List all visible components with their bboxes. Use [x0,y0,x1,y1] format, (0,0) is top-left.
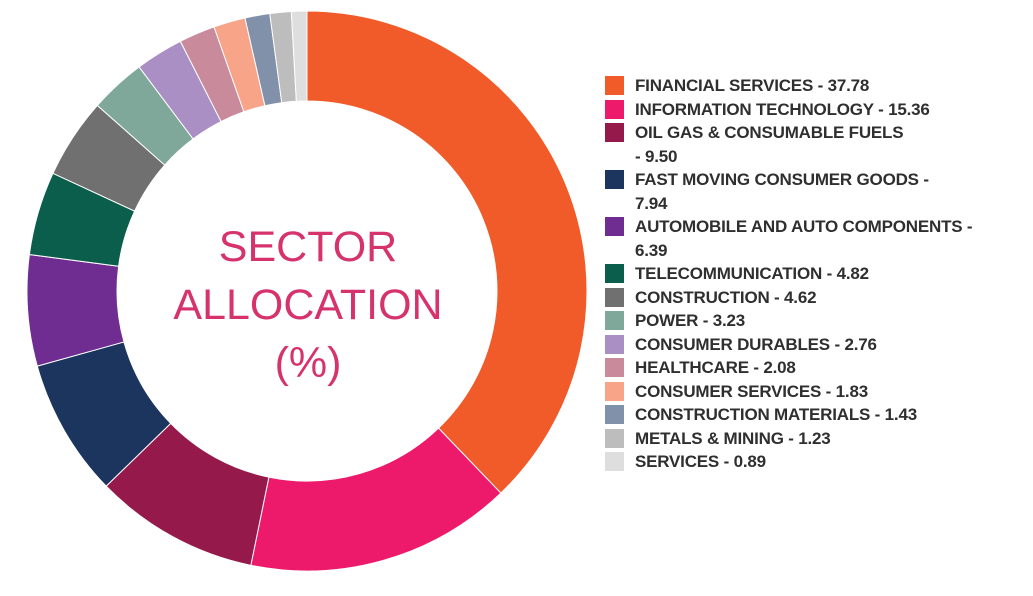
legend-value: 3.23 [712,311,746,330]
legend-swatch [605,452,624,471]
legend-label: CONSTRUCTION MATERIALS - [635,405,885,424]
legend-label: FINANCIAL SERVICES - [635,76,828,95]
legend-item-information-technology: INFORMATION TECHNOLOGY - 15.36 [605,98,1030,122]
legend-label: INFORMATION TECHNOLOGY - [635,99,889,119]
legend-swatch [605,405,624,424]
legend-value: 2.08 [763,358,796,377]
slice-financial-services [306,10,588,494]
legend-item-automobile-and-auto-components: AUTOMOBILE AND AUTO COMPONENTS - 6.39 [605,215,1030,262]
legend-label: CONSTRUCTION - [635,287,785,307]
legend-swatch [605,311,624,330]
legend-item-fast-moving-consumer-goods: FAST MOVING CONSUMER GOODS - 7.94 [605,168,1030,215]
legend-value: 1.83 [835,381,868,401]
center-title-line-1: SECTOR [218,223,398,271]
legend-item-financial-services: FINANCIAL SERVICES - 37.78 [605,74,1030,98]
legend-value: 15.36 [888,99,930,119]
legend-swatch [605,334,624,354]
legend-item-telecommunication: TELECOMMUNICATION - 4.82 [605,262,1030,286]
legend-item-oil-gas-consumable-fuels: OIL GAS & CONSUMABLE FUELS - 9.50 [605,121,1030,168]
legend-swatch [605,99,624,119]
legend-value: - 9.50 [635,146,678,166]
chart-center-title: SECTOR ALLOCATION (%) [118,218,498,392]
legend-swatch [605,264,624,283]
legend-swatch [605,287,624,307]
legend-value: 6.39 [635,240,668,260]
legend-item-consumer-services: CONSUMER SERVICES - 1.83 [605,380,1030,404]
legend-swatch [605,76,624,95]
legend-value: 1.23 [798,428,831,448]
legend-label: METALS & MINING - [635,428,799,448]
legend-item-consumer-durables: CONSUMER DURABLES - 2.76 [605,333,1030,357]
center-title-line-2: ALLOCATION [173,281,443,329]
legend-label: CONSUMER DURABLES - [635,334,845,354]
legend-label: HEALTHCARE - [635,358,764,377]
legend-label: OIL GAS & CONSUMABLE FUELS [635,123,904,142]
legend-swatch [605,381,624,401]
legend-value: 2.76 [844,334,877,354]
legend-item-metals-mining: METALS & MINING - 1.23 [605,427,1030,451]
legend-item-services: SERVICES - 0.89 [605,450,1030,474]
legend-value: 7.94 [635,193,668,213]
slice-services [290,10,308,102]
legend-item-construction-materials: CONSTRUCTION MATERIALS - 1.43 [605,403,1030,427]
legend-swatch [605,170,624,189]
legend-label: FAST MOVING CONSUMER GOODS - [635,170,929,189]
legend-value: 4.62 [784,287,817,307]
legend-swatch [605,358,624,377]
legend-swatch [605,428,624,448]
donut-chart [26,10,588,572]
legend-swatch [605,217,624,236]
legend-value: 4.82 [836,264,869,283]
legend-item-construction: CONSTRUCTION - 4.62 [605,286,1030,310]
legend-label: CONSUMER SERVICES - [635,381,836,401]
legend-value: 1.43 [884,405,917,424]
legend-value: 0.89 [733,452,766,471]
legend-label: AUTOMOBILE AND AUTO COMPONENTS - [635,217,973,236]
legend-item-power: POWER - 3.23 [605,309,1030,333]
legend-label: POWER - [635,311,713,330]
center-title-line-3: (%) [274,339,342,387]
legend-item-healthcare: HEALTHCARE - 2.08 [605,356,1030,380]
chart-legend: FINANCIAL SERVICES - 37.78 INFORMATION TE… [605,74,1030,474]
legend-label: TELECOMMUNICATION - [635,264,837,283]
legend-swatch [605,123,624,142]
legend-value: 37.78 [827,76,870,95]
legend-label: SERVICES - [635,452,734,471]
